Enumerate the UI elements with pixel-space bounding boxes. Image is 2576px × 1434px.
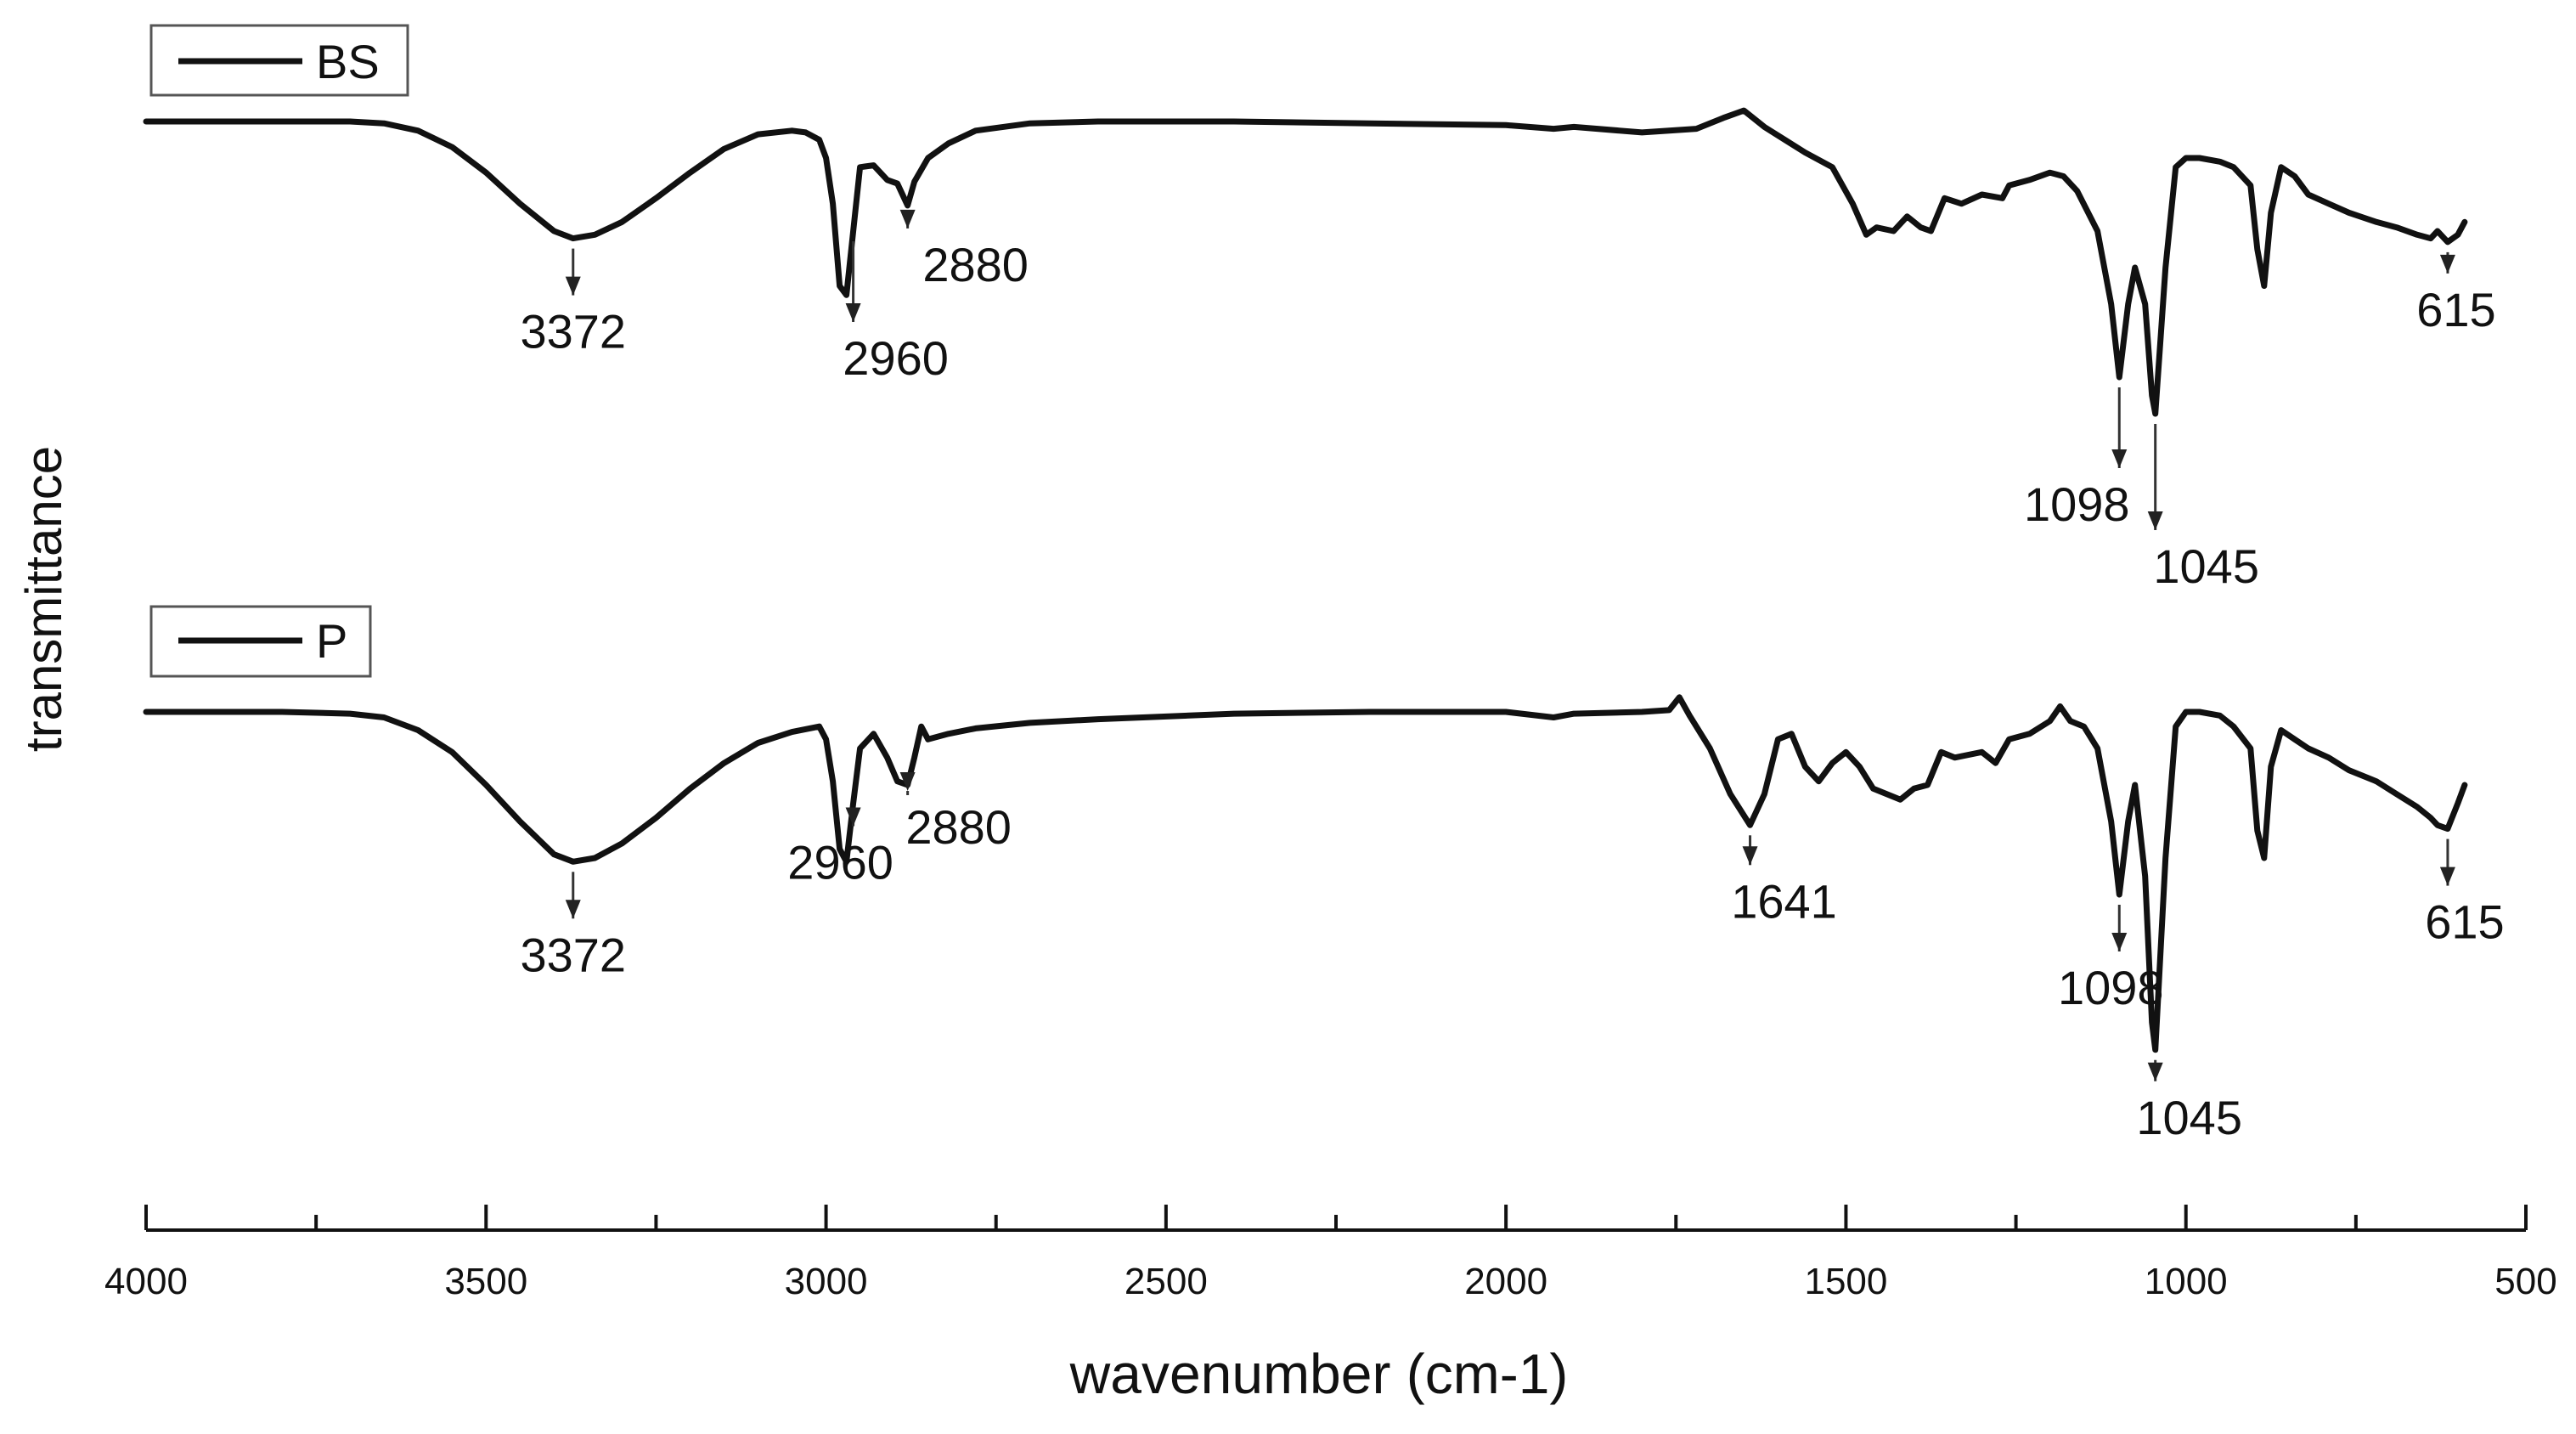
- peak-annotation-bs-1098: 1098: [2024, 387, 2130, 531]
- x-axis-label: wavenumber (cm-1): [1069, 1342, 1569, 1405]
- peak-label: 1045: [2153, 539, 2259, 593]
- peak-arrow-head: [845, 807, 861, 827]
- series-line-p: [143, 694, 2468, 1053]
- peak-annotation-bs-2880: 2880: [899, 209, 1029, 291]
- peak-annotation-p-1045: 1045: [2136, 1059, 2242, 1144]
- series-line-bs: [143, 107, 2468, 417]
- peak-annotation-bs-2960: 2960: [843, 241, 949, 385]
- peak-arrow-head: [2439, 254, 2455, 274]
- peak-label: 1641: [1731, 874, 1837, 928]
- peak-arrow-head: [2147, 1062, 2163, 1081]
- peak-label: 1045: [2136, 1091, 2242, 1144]
- peak-arrow-head: [2111, 933, 2128, 951]
- x-tick-label: 1000: [2145, 1261, 2228, 1302]
- plot-area: 3372 296028801098104561533722960288016411…: [143, 107, 2505, 1144]
- peak-arrow-head: [899, 772, 916, 791]
- peak-arrow-head: [899, 209, 916, 229]
- peak-arrow-head: [845, 303, 861, 322]
- peak-annotation-bs-615: 615: [2416, 251, 2496, 336]
- x-tick-label: 1500: [1804, 1261, 1887, 1302]
- peak-label: 2880: [922, 238, 1029, 291]
- x-tick-label: 2500: [1125, 1261, 1208, 1302]
- peak-arrow-head: [565, 276, 581, 296]
- legend-label-p: P: [316, 614, 347, 668]
- peak-arrow-head: [2439, 867, 2455, 886]
- x-tick-label: 4000: [104, 1261, 188, 1302]
- x-tick-label: 2000: [1464, 1261, 1547, 1302]
- peak-label: 3372: [520, 928, 626, 981]
- peak-annotation-p-1641: 1641: [1731, 835, 1837, 928]
- peak-annotation-bs-3372: 3372: [520, 248, 626, 358]
- x-tick-label: 3000: [785, 1261, 868, 1302]
- peak-annotation-p-2960: 2960: [787, 807, 893, 889]
- x-tick-label: 3500: [444, 1261, 527, 1302]
- peak-annotation-p-3372: 3372: [520, 872, 626, 981]
- peak-label: 3372: [520, 305, 626, 358]
- peak-arrow-head: [1742, 846, 1758, 866]
- legend-bs: BS: [149, 24, 409, 97]
- peak-arrow-head: [565, 900, 581, 919]
- peak-annotation-p-615: 615: [2425, 838, 2505, 949]
- peak-label: 2960: [787, 836, 893, 889]
- peak-label: 615: [2425, 895, 2504, 949]
- x-axis: 4000 3500 3000 2500 2000 1500 1000 500: [104, 1205, 2557, 1302]
- peak-label: 1098: [2024, 477, 2130, 531]
- legend-p: P: [149, 605, 372, 678]
- x-tick-label: 500: [2494, 1261, 2556, 1302]
- peak-annotation-bs-1045: 1045: [2147, 424, 2259, 593]
- y-axis-label: transmittance: [15, 446, 72, 752]
- peak-label: 2880: [905, 800, 1012, 854]
- peak-label: 615: [2416, 283, 2495, 336]
- peak-annotation-p-2880: 2880: [899, 772, 1012, 854]
- peak-arrow-head: [2111, 449, 2128, 468]
- legend-label-bs: BS: [316, 35, 380, 88]
- peak-annotation-p-1098: 1098: [2058, 905, 2164, 1014]
- peak-label: 1098: [2058, 961, 2164, 1014]
- peak-label: 2960: [843, 331, 949, 385]
- peak-arrow-head: [2147, 511, 2163, 530]
- x-axis-ticks: 4000 3500 3000 2500 2000 1500 1000 500: [104, 1205, 2557, 1302]
